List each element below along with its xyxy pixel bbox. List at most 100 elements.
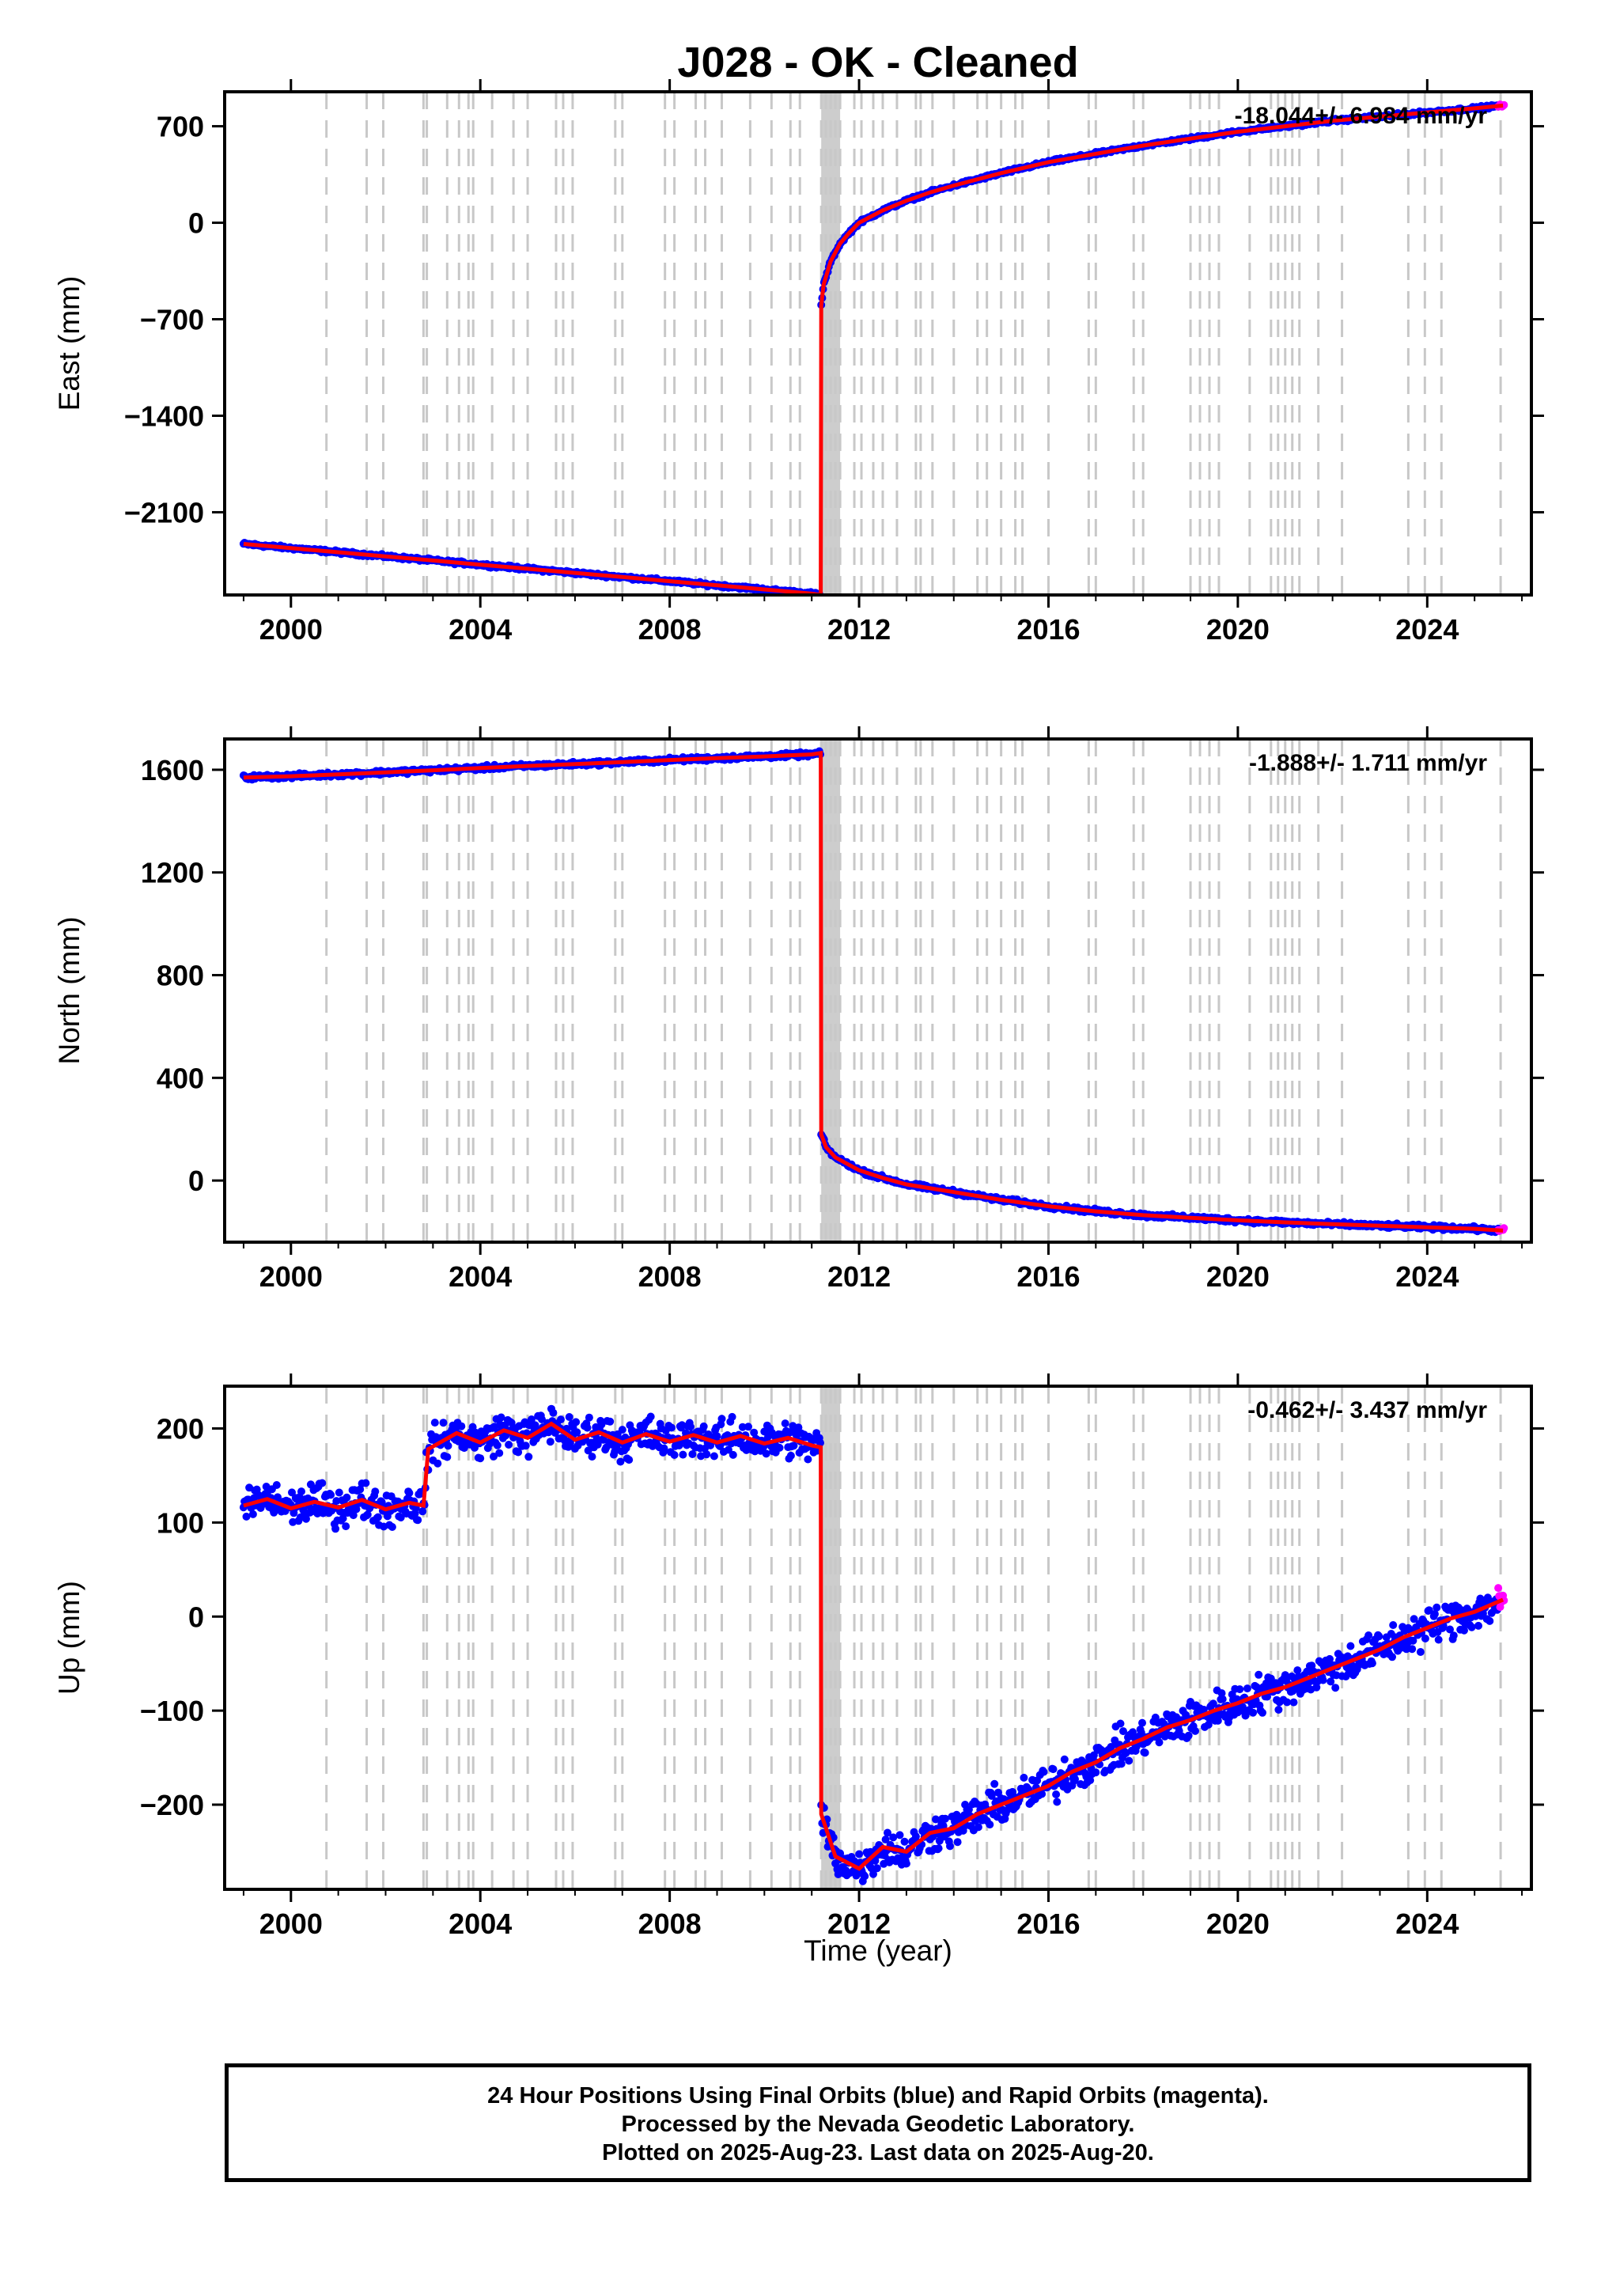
rate-label: -1.888+/- 1.711 mm/yr: [1249, 750, 1487, 776]
data-point: [762, 1449, 770, 1458]
data-point: [335, 1488, 343, 1497]
data-point: [1116, 1719, 1125, 1728]
data-point: [1155, 1738, 1164, 1747]
data-point: [1191, 1726, 1199, 1735]
data-point: [524, 1453, 533, 1461]
panel-frame: [223, 90, 1533, 597]
data-point: [679, 1450, 687, 1459]
x-tick-label: 2024: [1395, 1908, 1459, 1940]
x-tick-label: 2020: [1206, 1260, 1270, 1293]
data-point: [646, 1412, 655, 1421]
data-point: [583, 1423, 592, 1432]
y-tick-label: 800: [157, 960, 204, 992]
data-point: [729, 1450, 737, 1459]
data-point: [1217, 1689, 1226, 1698]
data-point: [789, 1442, 798, 1450]
data-point: [318, 1479, 327, 1487]
x-tick-label: 2016: [1016, 1908, 1080, 1940]
x-tick-label: 2024: [1395, 613, 1459, 646]
data-point: [1410, 1615, 1418, 1623]
data-point: [1467, 1623, 1476, 1631]
data-point: [941, 1814, 949, 1823]
data-point: [373, 1513, 382, 1521]
data-point: [1255, 1670, 1263, 1679]
y-tick-label: 1200: [141, 857, 204, 889]
data-point: [675, 1442, 683, 1449]
x-tick-label: 2008: [638, 1908, 702, 1940]
data-point: [974, 1823, 982, 1832]
data-point: [1293, 1666, 1302, 1675]
data-point: [738, 1423, 747, 1431]
y-tick-label: −200: [140, 1789, 204, 1821]
data-point: [1092, 1768, 1100, 1777]
data-point: [1409, 1636, 1417, 1645]
data-point: [881, 1836, 890, 1843]
data-point: [699, 1422, 708, 1430]
data-point: [1263, 1692, 1271, 1701]
x-tick-label: 2000: [259, 613, 323, 646]
data-point: [1117, 1760, 1126, 1768]
data-point: [405, 1489, 414, 1497]
y-tick-label: 0: [188, 1165, 204, 1197]
data-point: [1389, 1621, 1398, 1629]
data-point: [744, 1423, 752, 1431]
data-point: [1204, 1720, 1213, 1729]
y-axis-label: East (mm): [53, 276, 85, 411]
data-point: [1368, 1659, 1376, 1668]
data-point: [343, 1493, 351, 1502]
y-tick-label: 700: [157, 111, 204, 143]
data-point: [521, 1442, 530, 1450]
footer-line-1: 24 Hour Positions Using Final Orbits (bl…: [487, 2083, 1269, 2108]
y-tick-label: −1400: [124, 400, 204, 432]
data-point: [1388, 1653, 1396, 1661]
data-point: [1049, 1765, 1058, 1774]
data-point: [443, 1453, 452, 1461]
data-point: [1243, 1684, 1251, 1693]
data-point: [775, 1443, 784, 1452]
data-point: [1421, 1635, 1429, 1642]
data-point: [352, 1505, 361, 1514]
x-tick-label: 2016: [1016, 613, 1080, 646]
data-point: [660, 1444, 668, 1453]
data-point: [884, 1828, 891, 1837]
panel-north: 2000 2004 2008 2012 2016 2020 2024 1600 1200 800 4…: [53, 726, 1544, 1293]
data-point: [606, 1417, 615, 1426]
data-point: [871, 1856, 880, 1865]
data-point: [861, 1872, 869, 1881]
data-point: [1474, 1621, 1482, 1630]
x-tick-label: 2008: [638, 1260, 702, 1293]
data-point: [1460, 1626, 1468, 1635]
data-point: [414, 1516, 422, 1525]
data-point: [327, 1491, 335, 1499]
data-point: [490, 1453, 498, 1461]
data-point: [889, 1833, 898, 1842]
data-point: [1086, 1776, 1095, 1785]
data-point: [514, 1448, 523, 1457]
plot-area: [239, 1386, 1508, 1889]
data-point: [687, 1423, 695, 1431]
x-tick-label: 2008: [638, 613, 702, 646]
data-point: [1236, 1685, 1244, 1694]
data-point: [964, 1805, 973, 1814]
data-point: [1289, 1698, 1298, 1707]
data-point: [934, 1844, 943, 1853]
data-point: [1434, 1635, 1443, 1644]
data-point: [1327, 1677, 1335, 1686]
x-tick-label: 2000: [259, 1260, 323, 1293]
data-point: [585, 1413, 593, 1422]
data-point: [505, 1441, 513, 1449]
data-point: [527, 1415, 536, 1423]
data-point: [794, 1423, 803, 1432]
data-point: [1408, 1645, 1417, 1654]
data-point: [872, 1864, 881, 1873]
data-point: [1346, 1642, 1355, 1650]
data-point: [538, 1415, 546, 1423]
y-axis-label: North (mm): [53, 916, 85, 1064]
panel-east: 2000 2004 2008 2012 2016 2020 2024 700 0 −700 −140…: [53, 79, 1544, 646]
data-point: [900, 1837, 909, 1846]
data-point: [668, 1423, 676, 1432]
data-point: [869, 1870, 877, 1878]
data-point: [1209, 1699, 1217, 1708]
x-axis-label: Time (year): [804, 1934, 952, 1967]
data-point: [349, 1511, 358, 1520]
